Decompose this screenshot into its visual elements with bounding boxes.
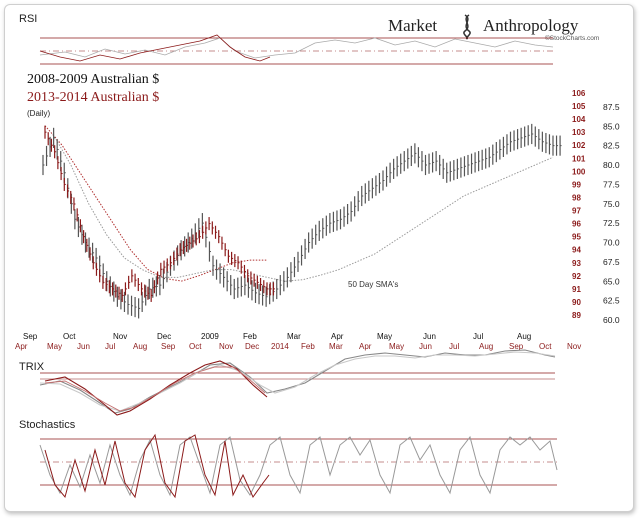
- x-tick-a: Sep: [23, 332, 38, 341]
- trix-panel: [39, 349, 556, 416]
- x-axis-a: Sep Oct Nov Dec 2009 Feb Mar Apr May Jun Jul Aug: [23, 332, 531, 341]
- y-left-tick: 101: [572, 154, 586, 163]
- x-tick-a: Feb: [243, 332, 257, 341]
- rsi-line-a: [39, 37, 554, 59]
- y-left-tick: 105: [572, 102, 586, 111]
- y-left-tick: 94: [572, 246, 581, 255]
- x-tick-b: Oct: [539, 342, 552, 351]
- trix-line-a: [39, 349, 556, 414]
- x-tick-b: Jun: [77, 342, 90, 351]
- y-right-tick: 82.5: [603, 141, 620, 151]
- y-axis-left: 89 90 91 92 93 94 95 96 97 98 99 100 101 102 103 104 105…: [572, 89, 586, 320]
- y-left-tick: 92: [572, 272, 581, 281]
- y-left-tick: 96: [572, 220, 581, 229]
- trix-signal-a: [39, 351, 556, 412]
- stochastics-panel: [39, 433, 558, 499]
- y-right-tick: 70.0: [603, 238, 620, 248]
- chart-frame: Market Anthropology ©StockCharts.com RSI…: [4, 4, 634, 512]
- y-right-tick: 65.0: [603, 276, 620, 286]
- legend-series-a: 2008-2009 Australian $: [27, 72, 159, 87]
- sma-lines: [44, 125, 554, 282]
- y-right-tick: 75.0: [603, 199, 620, 209]
- chart-canvas: Market Anthropology ©StockCharts.com RSI…: [15, 13, 620, 499]
- price-bars: [42, 123, 562, 319]
- y-left-tick: 89: [572, 311, 581, 320]
- rsi-line-b: [39, 34, 271, 62]
- y-right-tick: 80.0: [603, 160, 620, 170]
- x-tick-b: Jun: [419, 342, 432, 351]
- x-tick-b: Jul: [449, 342, 459, 351]
- y-left-tick: 98: [572, 193, 581, 202]
- x-tick-a: Jun: [423, 332, 436, 341]
- y-left-tick: 93: [572, 259, 581, 268]
- x-tick-b: Oct: [189, 342, 202, 351]
- x-tick-b: Nov: [219, 342, 233, 351]
- trix-label: TRIX: [19, 361, 45, 373]
- x-axis-b: Apr May Jun Jul Aug Sep Oct Nov Dec 2014 Feb Mar Apr…: [15, 342, 581, 351]
- y-right-tick: 67.5: [603, 257, 620, 267]
- rsi-panel: [39, 34, 554, 65]
- trix-signal-b: [44, 366, 266, 412]
- y-left-tick: 99: [572, 180, 581, 189]
- x-tick-a: Aug: [517, 332, 531, 341]
- x-tick-b: Dec: [245, 342, 259, 351]
- x-tick-b: Mar: [329, 342, 343, 351]
- x-tick-b: Aug: [133, 342, 147, 351]
- rsi-label: RSI: [19, 13, 37, 25]
- y-right-tick: 85.0: [603, 121, 620, 131]
- x-tick-a: Nov: [113, 332, 127, 341]
- y-right-tick: 77.5: [603, 179, 620, 189]
- x-tick-b: May: [47, 342, 62, 351]
- legend-series-b: 2013-2014 Australian $: [27, 90, 159, 105]
- x-tick-b: 2014: [271, 342, 289, 351]
- stoch-line-a: [39, 435, 558, 497]
- y-right-tick: 62.5: [603, 296, 620, 306]
- x-tick-a: Mar: [287, 332, 301, 341]
- brand-right: Anthropology: [483, 16, 579, 35]
- x-tick-b: Nov: [567, 342, 581, 351]
- y-left-tick: 100: [572, 167, 586, 176]
- brand-url: ©StockCharts.com: [545, 34, 599, 42]
- sma-line-a: [52, 133, 554, 282]
- x-tick-a: Dec: [157, 332, 171, 341]
- stoch-line-b: [44, 433, 270, 499]
- y-axis-right: 60.0 62.5 65.0 67.5 70.0 72.5 75.0 77.5 80.0 82.5…: [603, 102, 620, 325]
- x-tick-b: Jul: [105, 342, 115, 351]
- y-right-tick: 72.5: [603, 218, 620, 228]
- dna-helix-icon: [463, 14, 471, 40]
- y-left-tick: 90: [572, 298, 581, 307]
- legend-period: (Daily): [27, 109, 50, 118]
- y-left-tick: 95: [572, 233, 581, 242]
- x-tick-a: May: [377, 332, 392, 341]
- y-left-tick: 106: [572, 89, 586, 98]
- x-tick-a: Apr: [331, 332, 344, 341]
- brand-left: Market: [388, 16, 437, 35]
- sma-note: 50 Day SMA's: [348, 280, 398, 289]
- y-left-tick: 103: [572, 128, 586, 137]
- x-tick-b: Apr: [15, 342, 28, 351]
- x-tick-a: Jul: [473, 332, 483, 341]
- x-tick-a: 2009: [201, 332, 219, 341]
- x-tick-b: Aug: [479, 342, 493, 351]
- x-tick-b: Apr: [359, 342, 372, 351]
- y-left-tick: 91: [572, 285, 581, 294]
- sma-line-b: [44, 125, 267, 282]
- y-left-tick: 104: [572, 115, 586, 124]
- y-right-tick: 87.5: [603, 102, 620, 112]
- y-left-tick: 97: [572, 207, 581, 216]
- y-left-tick: 102: [572, 141, 586, 150]
- stochastics-label: Stochastics: [19, 419, 76, 431]
- x-tick-b: Sep: [509, 342, 524, 351]
- x-tick-b: May: [389, 342, 404, 351]
- x-tick-b: Feb: [301, 342, 315, 351]
- x-tick-a: Oct: [63, 332, 76, 341]
- y-right-tick: 60.0: [603, 315, 620, 325]
- x-tick-b: Sep: [161, 342, 176, 351]
